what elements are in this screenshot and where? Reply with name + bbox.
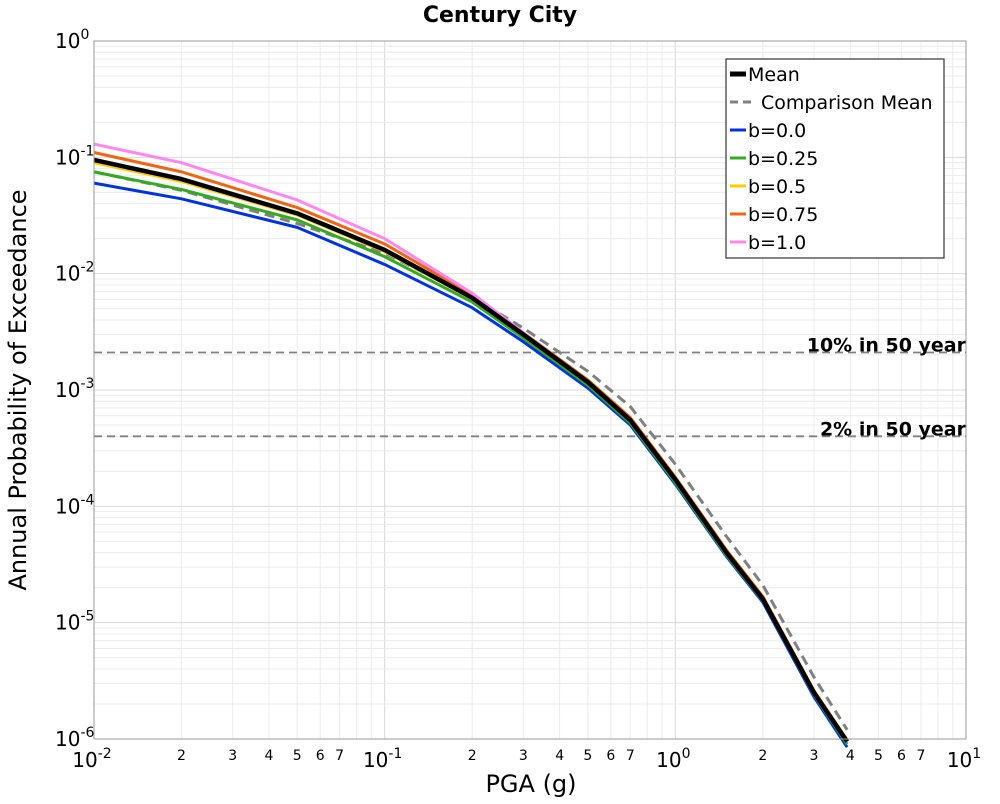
y-tick-label: 10-5: [55, 609, 94, 635]
legend-label: b=0.75: [748, 204, 818, 226]
x-tick-label: 10-2: [72, 746, 111, 772]
y-tick-label: 10-3: [55, 376, 94, 402]
x-minor-tick-label: 5: [583, 748, 592, 764]
series-line: [93, 170, 849, 731]
x-tick-label: 101: [947, 746, 981, 772]
x-minor-tick-label: 4: [265, 748, 274, 764]
legend-box: [725, 58, 945, 259]
legend-label: Comparison Mean: [761, 92, 933, 114]
legend-label: b=0.0: [748, 120, 806, 142]
series-line: [93, 157, 850, 743]
x-axis-label: PGA (g): [485, 770, 576, 798]
x-minor-tick-label: 7: [626, 748, 635, 764]
y-tick-label: 100: [55, 27, 89, 53]
x-minor-tick-label: 7: [335, 748, 344, 764]
y-tick-label: 10-6: [55, 725, 95, 751]
x-minor-tick-label: 3: [810, 748, 819, 764]
legend-label: b=0.25: [748, 148, 818, 170]
legend: Mean Comparison Mean b=0.0 b=0.25 b=0.5 b=0.7…: [725, 58, 945, 259]
x-minor-tick-label: 4: [846, 748, 855, 764]
reference-lines: 10% in 50 year 2% in 50 year: [94, 335, 967, 440]
chart-title: Century City: [423, 3, 577, 28]
y-tick-label: 10-2: [55, 260, 94, 286]
series-lines: [93, 142, 850, 749]
y-tick-label: 10-1: [55, 143, 94, 169]
plot-frame: [93, 40, 967, 740]
legend-label: Mean: [748, 64, 800, 86]
legend-label: b=0.5: [748, 176, 806, 198]
x-tick-label: 100: [656, 746, 690, 772]
x-minor-tick-label: 3: [228, 748, 237, 764]
x-minor-tick-label: 3: [519, 748, 528, 764]
x-minor-tick-label: 5: [293, 748, 302, 764]
x-minor-tick-label: 6: [897, 748, 906, 764]
x-minor-tick-label: 7: [917, 748, 926, 764]
y-tick-label: 10-4: [55, 492, 95, 518]
x-minor-tick-label: 2: [177, 748, 186, 764]
x-minor-tick-label: 5: [874, 748, 883, 764]
reference-line-label: 2% in 50 year: [820, 418, 967, 440]
reference-line-label: 10% in 50 year: [807, 335, 967, 357]
x-minor-tick-label: 6: [316, 748, 325, 764]
legend-label: b=1.0: [748, 232, 806, 254]
x-minor-tick-label: 2: [758, 748, 767, 764]
y-axis-label: Annual Probability of Exceedance: [4, 189, 32, 590]
x-tick-label: 10-1: [363, 746, 402, 772]
x-minor-tick-label: 6: [606, 748, 615, 764]
x-minor-tick-label: 4: [555, 748, 564, 764]
x-minor-tick-label: 2: [468, 748, 477, 764]
